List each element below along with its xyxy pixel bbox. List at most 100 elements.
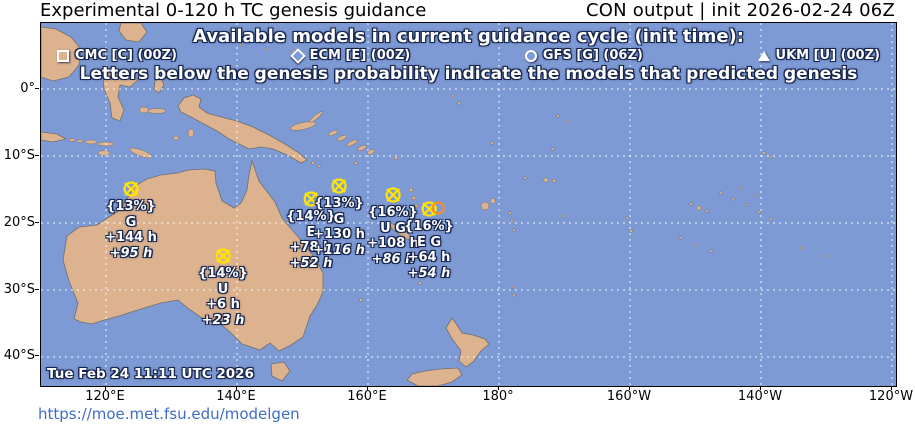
isl-norfolk	[418, 281, 422, 285]
isl-gambier	[799, 246, 803, 250]
genesis-models: U	[217, 281, 229, 297]
y-tick	[35, 355, 39, 356]
y-tick-label: 40°S	[3, 348, 35, 363]
isl-tuamotu-2	[731, 197, 735, 201]
genesis-models: G	[125, 214, 137, 230]
isl-tonga-3	[512, 228, 516, 232]
square-marker-icon	[57, 49, 69, 62]
genesis-x-marker-icon	[215, 248, 231, 264]
land-new-britain	[290, 121, 316, 131]
land-guadalcanal	[367, 149, 375, 155]
genesis-hour-verify: +52 h	[289, 255, 333, 271]
landmasses	[41, 23, 828, 386]
isl-lord-howe	[359, 298, 363, 302]
land-sunda-2	[76, 139, 84, 143]
x-tick-label: 140°E	[216, 389, 256, 404]
isl-wallis	[523, 176, 527, 180]
genesis-hour-verify: +116 h	[313, 242, 365, 258]
genesis-hour: +144 h	[105, 230, 157, 245]
isl-caroline-2	[264, 47, 268, 51]
x-tick-label: 180°	[482, 389, 514, 404]
land-nz-south	[406, 367, 463, 386]
triangle-marker-icon	[757, 50, 770, 61]
genesis-hour-verify: +95 h	[109, 245, 153, 261]
isl-phoenix-1	[556, 114, 560, 118]
land-buru	[139, 106, 149, 114]
legend-ukm-label: UKM [U] (00Z)	[775, 48, 880, 63]
isl-tuamotu-3	[744, 203, 748, 207]
genesis-models: G	[333, 211, 345, 227]
land-tasmania	[270, 361, 291, 382]
banner-heading: Available models in current guidance cyc…	[193, 26, 744, 47]
y-tick-label: 20°S	[3, 215, 35, 230]
x-tick-label: 160°W	[606, 389, 652, 404]
x-tick-label: 120°W	[868, 389, 914, 404]
isl-cook-2	[629, 229, 633, 233]
genesis-hour-verify: +54 h	[407, 265, 451, 281]
isl-society-2	[705, 209, 709, 213]
x-tick	[629, 386, 630, 390]
land-solomons-2	[337, 134, 347, 142]
y-tick	[35, 222, 39, 223]
isl-gilbert-2	[457, 101, 461, 105]
isl-louisiade-2	[317, 164, 321, 168]
y-tick	[35, 289, 39, 290]
isl-caroline-3	[291, 49, 295, 53]
land-aru	[187, 128, 195, 138]
model-legend: CMC [C] (00Z) ECM [E] (00Z) GFS [G] (06Z…	[41, 47, 896, 64]
y-tick-label: 30°S	[3, 282, 35, 297]
x-tick	[105, 386, 106, 390]
isl-kermadec-2	[512, 293, 516, 297]
x-tick	[760, 386, 761, 390]
genesis-probability: {14%}	[198, 266, 248, 281]
legend-item-cmc: CMC [C] (00Z)	[57, 48, 177, 63]
isl-cook-1	[625, 216, 629, 220]
run-info: CON output | init 2026-02-24 06Z	[586, 0, 895, 21]
circle-marker-icon	[524, 49, 537, 62]
land-new-caledonia	[389, 223, 413, 241]
genesis-models: U G	[380, 220, 406, 236]
legend-gfs-label: GFS [G] (06Z)	[542, 48, 643, 63]
isl-tahiti	[696, 205, 702, 211]
isl-gilbert-1	[451, 94, 455, 98]
genesis-x-marker-icon	[385, 187, 401, 203]
isl-austral-3	[709, 249, 713, 253]
legend-cmc-label: CMC [C] (00Z)	[75, 48, 177, 63]
genesis-hour-verify: +86 h	[371, 251, 415, 267]
land-sulawesi	[102, 69, 139, 122]
x-tick	[367, 386, 368, 390]
x-tick	[891, 386, 892, 390]
land-timor	[129, 147, 153, 159]
gfs-circle-marker-icon	[431, 201, 445, 215]
isl-tuamotu-1	[719, 191, 723, 195]
land-mindanao	[118, 23, 148, 43]
land-solomons-1	[328, 129, 338, 137]
legend-item-ecm: ECM [E] (00Z)	[289, 47, 410, 64]
basemap	[41, 23, 896, 386]
legend-item-gfs: GFS [G] (06Z)	[524, 48, 643, 63]
land-borneo	[41, 26, 82, 82]
page-title: Experimental 0-120 h TC genesis guidance	[40, 0, 427, 21]
isl-niue	[562, 214, 566, 218]
land-tanimbar	[173, 135, 179, 141]
modelgen-link[interactable]: https://moe.met.fsu.edu/modelgen	[38, 405, 300, 423]
genesis-hour-verify: +23 h	[201, 312, 245, 328]
isl-marquesas-1	[762, 151, 766, 155]
legend-item-ukm: UKM [U] (00Z)	[757, 48, 880, 63]
diamond-marker-icon	[289, 47, 306, 64]
land-seram	[147, 108, 167, 114]
isl-palau	[199, 38, 203, 42]
isl-caroline-1	[239, 43, 243, 47]
land-australia	[62, 159, 324, 352]
land-sunda-1	[68, 138, 76, 142]
isl-tuamotu-5	[769, 217, 773, 221]
land-sumba	[97, 150, 111, 156]
genesis-hour: +78 h	[289, 240, 333, 255]
y-tick-label: 0°	[20, 81, 35, 96]
isl-rennell	[354, 161, 358, 165]
land-vanuatu-1	[408, 187, 414, 193]
banner-note: Letters below the genesis probability in…	[79, 64, 858, 84]
isl-marquesas-2	[769, 155, 773, 159]
genesis-probability: {13%}	[106, 199, 156, 214]
